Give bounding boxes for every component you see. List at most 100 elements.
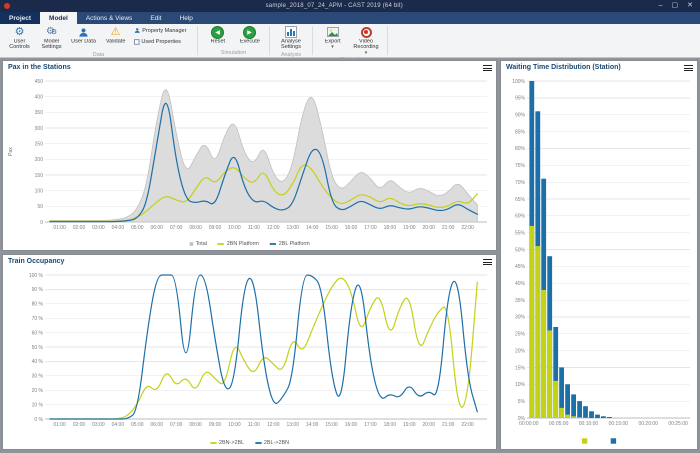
svg-text:11:00: 11:00: [248, 422, 260, 428]
property-manager-button[interactable]: Property Manager: [134, 26, 186, 34]
tab-help[interactable]: Help: [179, 14, 193, 22]
svg-text:300: 300: [35, 126, 44, 132]
legend-swatch-yellow: [581, 438, 588, 444]
svg-text:50: 50: [37, 204, 43, 210]
user-data-button[interactable]: User Data: [68, 25, 99, 45]
panel-title: Train Occupancy: [8, 258, 65, 265]
tab-project[interactable]: Project: [0, 12, 41, 24]
export-button[interactable]: Export ▾: [317, 25, 348, 50]
svg-text:150: 150: [35, 173, 44, 179]
svg-text:15:00: 15:00: [325, 422, 338, 428]
svg-text:10 %: 10 %: [32, 402, 44, 408]
svg-text:250: 250: [35, 141, 44, 147]
panel-menu-icon[interactable]: [483, 65, 492, 72]
svg-text:30%: 30%: [515, 315, 526, 321]
svg-text:18:00: 18:00: [384, 422, 397, 428]
svg-text:19:00: 19:00: [403, 422, 416, 428]
svg-text:08:00: 08:00: [189, 422, 202, 428]
analyse-settings-button[interactable]: Analyse Settings: [274, 25, 308, 51]
svg-text:65%: 65%: [515, 197, 526, 203]
svg-text:09:00: 09:00: [209, 225, 222, 231]
svg-text:07:00: 07:00: [170, 225, 183, 231]
svg-text:11:00: 11:00: [248, 225, 260, 231]
svg-text:02:00: 02:00: [73, 422, 86, 428]
svg-text:18:00: 18:00: [384, 225, 397, 231]
svg-text:05:00: 05:00: [131, 422, 144, 428]
maximize-button[interactable]: ▢: [671, 2, 679, 9]
svg-text:20 %: 20 %: [32, 388, 44, 394]
ribbon-separator: [312, 26, 314, 55]
legend-swatch-2bn-2bl: [210, 442, 217, 444]
svg-text:40 %: 40 %: [32, 359, 44, 365]
play-icon: ▶: [243, 25, 257, 39]
chevron-down-icon: ▾: [364, 50, 368, 56]
record-icon: [360, 26, 372, 38]
ribbon-group-record: Export ▾ Video Recording ▾ Record: [313, 24, 387, 63]
svg-text:95%: 95%: [515, 96, 526, 102]
tab-actions-views[interactable]: Actions & Views: [85, 14, 133, 22]
svg-text:00:10:00: 00:10:00: [579, 421, 599, 427]
svg-text:02:00: 02:00: [73, 225, 86, 231]
svg-text:00:05:00: 00:05:00: [549, 421, 569, 427]
ribbon-group-simulation: ◀ Reset ▶ Execute Simulation: [198, 24, 269, 57]
svg-text:06:00: 06:00: [150, 225, 163, 231]
person-icon: [78, 25, 89, 39]
svg-text:70 %: 70 %: [32, 316, 44, 322]
svg-text:12:00: 12:00: [267, 225, 280, 231]
ribbon-separator: [269, 26, 271, 55]
svg-text:350: 350: [35, 110, 44, 116]
svg-text:07:00: 07:00: [170, 422, 183, 428]
svg-text:17:00: 17:00: [364, 422, 377, 428]
legend-swatch-2bl-2bn: [254, 442, 262, 444]
waiting-time-chart: 0% 5% 10% 15% 20% 25% 30% 35% 40% 45% 50% 55% 60% 65%…: [512, 79, 690, 427]
svg-text:00:15:00: 00:15:00: [609, 421, 629, 427]
gears-icon: ⚙: [45, 26, 55, 37]
ribbon-group-data: ⚙ User Controls ⚙ ⚙ Model Settings User D…: [0, 24, 197, 58]
occupancy-chart-legend: 2BN->2BL 2BL->2BN: [28, 440, 472, 446]
legend-swatch-blue: [610, 438, 617, 444]
title-bar: sample_2018_07_24_APM - CAST 2019 (64 bi…: [0, 0, 700, 12]
occupancy-chart: 0 % 10 % 20 % 30 % 40 % 50 % 60 % 70 % 80 % 90 % 1…: [29, 273, 487, 428]
svg-text:04:00: 04:00: [112, 422, 125, 428]
panel-pax-stations: Pax in the Stations 0 50 100 150 200 250 300 35…: [2, 60, 497, 251]
video-recording-button[interactable]: Video Recording ▾: [349, 25, 383, 56]
svg-text:01:00: 01:00: [53, 225, 66, 231]
svg-text:90%: 90%: [515, 113, 526, 119]
close-button[interactable]: ✕: [687, 2, 693, 9]
gear-icon: ⚙: [14, 25, 25, 38]
svg-text:80 %: 80 %: [32, 302, 44, 308]
reset-button[interactable]: ◀ Reset: [202, 25, 233, 45]
app-icon[interactable]: [4, 3, 10, 9]
svg-text:35%: 35%: [515, 298, 526, 304]
svg-text:Pax: Pax: [8, 147, 14, 156]
svg-text:25%: 25%: [515, 332, 526, 338]
ribbon-group-analysis: Analyse Settings Analysis: [270, 24, 312, 58]
execute-button[interactable]: ▶ Execute: [234, 25, 265, 45]
model-settings-button[interactable]: ⚙ ⚙ Model Settings: [41, 26, 62, 51]
svg-text:22:00: 22:00: [461, 422, 474, 428]
validate-button[interactable]: ⚠ Validate: [105, 25, 126, 45]
user-controls-button[interactable]: ⚙ User Controls: [9, 25, 30, 51]
person-icon: [134, 28, 140, 33]
panel-waiting-time: Waiting Time Distribution (Station) 0% 5%…: [500, 60, 698, 450]
panel-menu-icon[interactable]: [483, 259, 492, 266]
svg-text:15:00: 15:00: [325, 225, 338, 231]
ribbon-separator: [387, 26, 389, 55]
svg-text:20%: 20%: [515, 348, 526, 354]
svg-text:22:00: 22:00: [461, 225, 474, 231]
svg-text:19:00: 19:00: [403, 225, 416, 231]
used-properties-checkbox[interactable]: Used Properties: [134, 37, 186, 45]
svg-text:40%: 40%: [515, 281, 526, 287]
svg-text:04:00: 04:00: [112, 225, 125, 231]
svg-text:0%: 0%: [518, 416, 526, 422]
svg-text:80%: 80%: [515, 146, 526, 152]
legend-swatch-2bl: [269, 243, 277, 245]
waiting-time-legend: [511, 438, 687, 444]
panel-menu-icon[interactable]: [684, 65, 693, 72]
tab-model[interactable]: Model: [40, 12, 77, 24]
legend-swatch-total: [189, 242, 193, 246]
tab-edit[interactable]: Edit: [150, 14, 162, 22]
group-label-data: Data: [92, 52, 105, 58]
minimize-button[interactable]: –: [658, 2, 663, 9]
panel-title: Waiting Time Distribution (Station): [506, 64, 621, 71]
